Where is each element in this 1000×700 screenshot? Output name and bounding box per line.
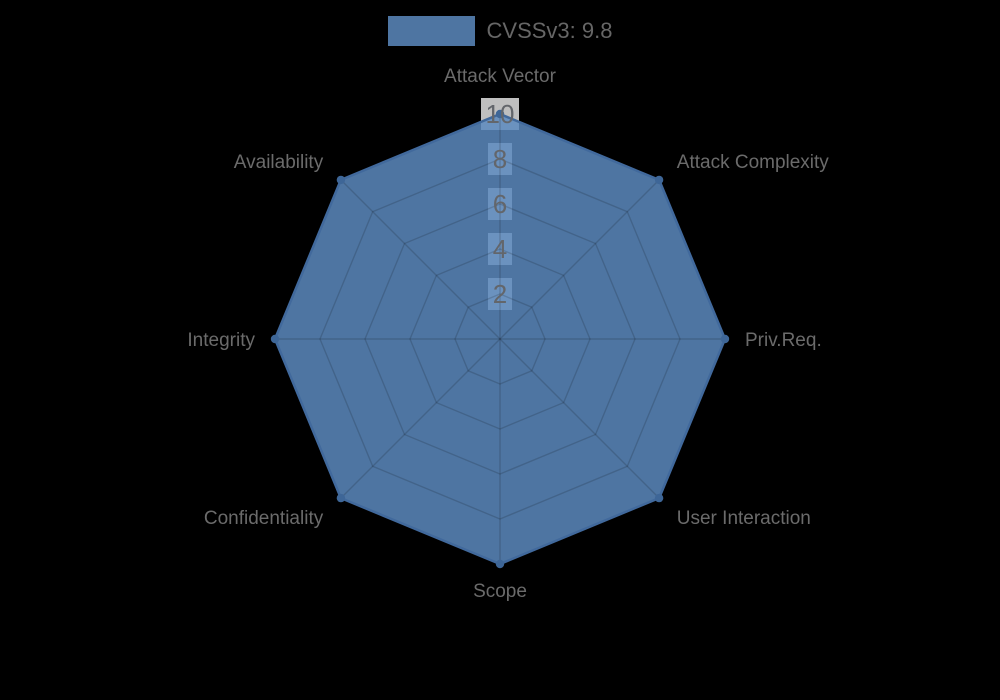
axis-labels: Attack Vector Attack Complexity Priv.Req. U… <box>187 66 829 602</box>
axis-label-user-interaction: User Interaction <box>677 508 811 529</box>
legend-label: CVSSv3: 9.8 <box>486 18 613 43</box>
axis-label-availability: Availability <box>234 152 324 173</box>
vertex-dot-integrity <box>270 334 280 344</box>
grid-ring-8 <box>319 158 681 520</box>
tick-label-10: 10 <box>486 99 515 129</box>
axis-label-confidentiality: Confidentiality <box>204 508 324 529</box>
axis-spoke-availability <box>340 179 501 340</box>
tick-label-4: 4 <box>493 234 507 264</box>
axis-spoke-attack-complexity <box>499 179 660 340</box>
axis-label-scope: Scope <box>473 581 527 602</box>
tick-label-2: 2 <box>493 279 507 309</box>
vertex-dot-priv-req <box>720 334 730 344</box>
tick-label-6: 6 <box>493 189 507 219</box>
vertex-dot-attack-vector <box>495 109 505 119</box>
axis-label-integrity: Integrity <box>187 330 255 351</box>
vertex-dot-availability <box>336 175 346 185</box>
vertex-dot-confidentiality <box>336 493 346 503</box>
vertex-dot-user-interaction <box>654 493 664 503</box>
grid-ring-2 <box>454 293 546 385</box>
legend-item-cvssv3[interactable]: CVSSv3: 9.8 <box>387 16 613 46</box>
tick-labels: 2 4 6 8 10 <box>486 99 515 309</box>
grid-ring-6 <box>364 203 636 475</box>
vertex-dot-attack-complexity <box>654 175 664 185</box>
grid-ring-4 <box>409 248 591 430</box>
vertex-dot-scope <box>495 559 505 569</box>
axis-label-priv-req: Priv.Req. <box>745 330 822 351</box>
vertex-dots <box>270 109 730 569</box>
axis-label-attack-complexity: Attack Complexity <box>677 152 830 173</box>
radar-series-fill <box>275 114 725 564</box>
axis-spoke-confidentiality <box>340 338 501 499</box>
legend-swatch <box>387 16 475 46</box>
axis-spoke-user-interaction <box>499 338 660 499</box>
axis-label-attack-vector: Attack Vector <box>444 66 557 87</box>
legend: CVSSv3: 9.8 <box>0 16 1000 46</box>
tick-label-8: 8 <box>493 144 507 174</box>
